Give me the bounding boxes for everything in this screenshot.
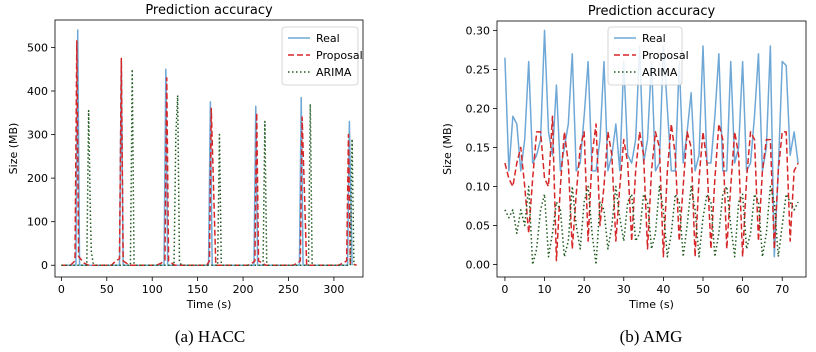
figure-caption: (b) AMG — [620, 327, 683, 346]
y-axis-label: Size (MB) — [441, 123, 454, 175]
x-tick-label: 50 — [100, 283, 114, 296]
y-axis-label: Size (MB) — [7, 123, 20, 175]
chart-hacc: 0 50 100 150 200 250 300 0 100 200 300 400 500 Predic… — [7, 3, 364, 346]
y-tick-label: 0.15 — [466, 141, 491, 154]
series-line-arima — [504, 185, 799, 266]
y-tick-label: 100 — [27, 216, 48, 229]
axes-frame — [54, 19, 364, 278]
y-tick-label: 0.00 — [466, 259, 491, 272]
legend-label-arima: ARIMA — [642, 66, 678, 79]
x-tick-label: 100 — [142, 283, 163, 296]
x-tick-label: 0 — [58, 283, 65, 296]
chart-title: Prediction accuracy — [145, 3, 273, 18]
y-tick-label: 0.30 — [466, 24, 491, 37]
x-tick-label: 0 — [501, 283, 508, 296]
legend-box — [281, 26, 359, 86]
y-tick-label: 0.05 — [466, 219, 491, 232]
legend-label-proposal: Proposal — [316, 49, 363, 62]
chart-amg: 0 10 20 30 40 50 60 70 0.00 0.05 0.10 0.15 0.20 0.25 0… — [441, 4, 807, 346]
chart-title: Prediction accuracy — [588, 4, 716, 19]
legend: Real Proposal ARIMA — [281, 26, 363, 86]
x-tick-label: 200 — [233, 283, 254, 296]
legend: Real Proposal ARIMA — [607, 26, 689, 86]
legend-label-real: Real — [642, 32, 666, 45]
legend-label-real: Real — [316, 32, 340, 45]
plot-area — [61, 29, 357, 266]
x-tick-label: 50 — [696, 283, 710, 296]
y-tick-label: 500 — [27, 41, 48, 54]
x-tick-label: 300 — [323, 283, 344, 296]
y-tick-label: 0.25 — [466, 63, 491, 76]
x-axis-label: Time (s) — [186, 298, 232, 311]
legend-label-arima: ARIMA — [316, 66, 352, 79]
figure-caption: (a) HACC — [175, 327, 245, 346]
legend-box — [607, 26, 683, 86]
x-tick-label: 40 — [656, 283, 670, 296]
x-tick-label: 150 — [187, 283, 208, 296]
x-tick-label: 30 — [617, 283, 631, 296]
x-tick-label: 70 — [775, 283, 789, 296]
y-tick-label: 200 — [27, 172, 48, 185]
y-tick-label: 300 — [27, 129, 48, 142]
series-line-arima — [61, 68, 355, 266]
legend-label-proposal: Proposal — [642, 49, 689, 62]
y-tick-label: 400 — [27, 85, 48, 98]
x-tick-label: 250 — [278, 283, 299, 296]
x-tick-label: 20 — [577, 283, 591, 296]
y-tick-label: 0 — [41, 259, 48, 272]
y-tick-label: 0.10 — [466, 180, 491, 193]
y-tick-label: 0.20 — [466, 102, 491, 115]
series-line-proposal — [61, 40, 357, 266]
x-tick-label: 60 — [736, 283, 750, 296]
axes-frame — [496, 20, 807, 278]
x-axis-label: Time (s) — [628, 298, 674, 311]
x-tick-label: 10 — [538, 283, 552, 296]
